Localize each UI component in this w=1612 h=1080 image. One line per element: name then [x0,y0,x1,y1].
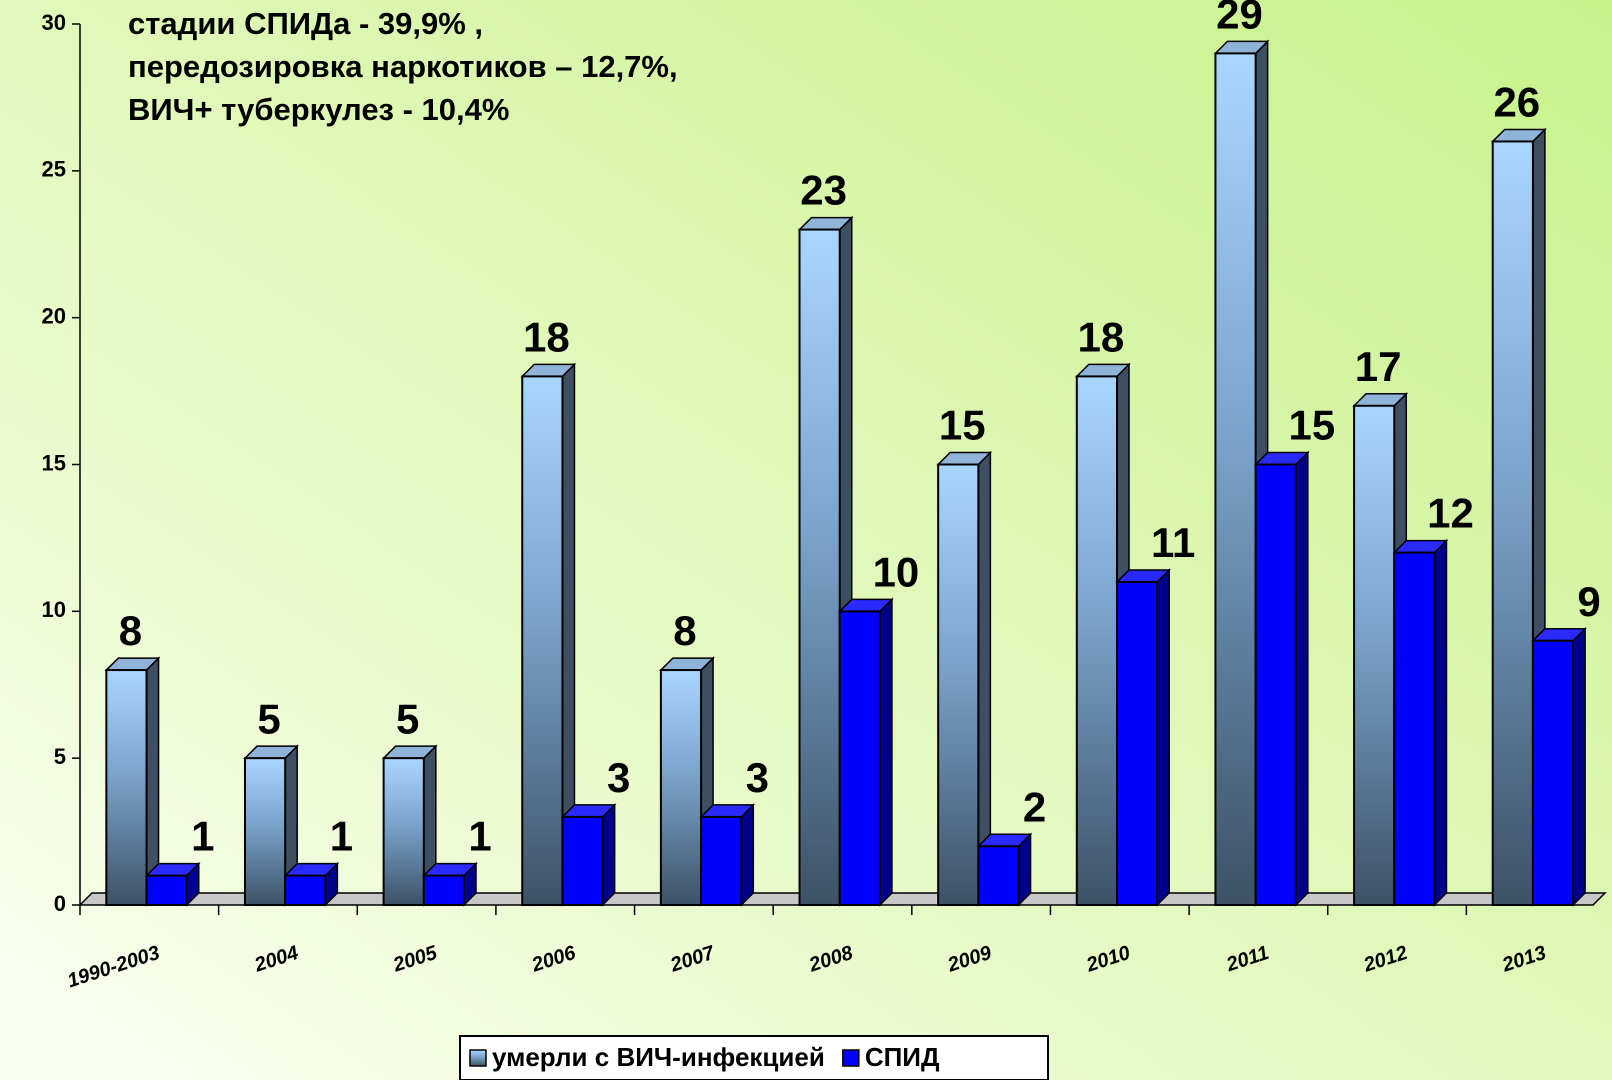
y-tick-label: 25 [42,157,66,182]
data-label: 1 [330,813,353,860]
bar [977,845,1020,906]
annotation: ВИЧ+ туберкулез - 10,4% [128,92,509,127]
annotation: стадии СПИДа - 39,9% , [128,6,483,41]
legend-swatch [469,1049,487,1067]
data-label: 18 [1078,313,1125,360]
y-tick-label: 30 [42,10,66,35]
legend-swatch [842,1049,860,1067]
data-label: 5 [257,695,280,742]
bar [798,228,841,907]
bar [838,610,881,906]
data-label: 12 [1427,490,1474,537]
data-label: 18 [523,313,570,360]
bar [1116,580,1159,906]
data-label: 15 [1288,402,1335,449]
bar-side [1572,626,1586,907]
bar [145,874,188,907]
data-label: 5 [396,695,419,742]
bar-side [879,597,893,907]
data-label: 26 [1493,79,1540,126]
bar [659,669,703,906]
bar [700,815,743,907]
bar-side [1156,568,1170,907]
bar [1531,639,1575,906]
bar [284,874,327,907]
bar [1353,404,1396,906]
legend-label: СПИД [865,1042,940,1072]
legend-box [459,1035,1049,1080]
bar [1214,52,1257,907]
legend: умерли с ВИЧ-инфекцией СПИД [459,1035,1049,1080]
data-label: 11 [1151,519,1195,566]
data-label: 23 [800,167,847,214]
bar [1491,140,1534,906]
data-label: 9 [1577,578,1600,625]
bar [382,757,425,907]
data-label: 3 [607,754,630,801]
data-label: 1 [191,813,214,860]
data-label: 8 [673,607,696,654]
data-label: 10 [873,548,920,595]
annotation: передозировка наркотиков – 12,7%, [128,49,678,84]
bar [1254,463,1297,906]
y-tick-label: 15 [42,450,66,475]
data-label: 2 [1023,783,1046,830]
data-label: 29 [1216,0,1263,37]
y-tick-label: 20 [42,303,66,328]
bar [1075,375,1118,906]
bar-side [1433,538,1448,907]
data-label: 17 [1355,343,1402,390]
bar [105,669,148,906]
bar [521,375,564,906]
bar [1393,551,1436,906]
bar-side [1295,450,1309,907]
bar [243,757,287,907]
data-label: 1 [468,813,491,860]
bar-side [740,803,755,907]
bar [561,815,604,907]
bar [937,463,980,906]
legend-label: умерли с ВИЧ-инфекцией [492,1042,825,1072]
bar [422,874,466,907]
y-tick-label: 10 [42,597,66,622]
data-label: 15 [939,402,986,449]
bar-side [601,803,616,907]
y-tick-label: 0 [54,891,66,916]
data-label: 8 [119,607,142,654]
y-tick-label: 5 [54,744,66,769]
data-label: 3 [746,754,769,801]
